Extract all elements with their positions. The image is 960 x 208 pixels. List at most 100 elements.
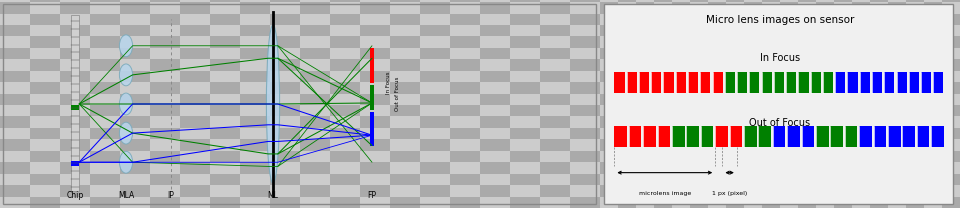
Bar xyxy=(690,25,708,36)
Bar xyxy=(888,139,906,151)
Bar xyxy=(672,71,690,82)
Bar xyxy=(690,116,708,128)
Bar xyxy=(924,59,942,71)
Bar xyxy=(600,94,618,105)
Bar xyxy=(240,185,270,197)
Bar xyxy=(420,2,450,14)
Bar xyxy=(906,139,924,151)
Bar xyxy=(816,36,834,48)
Bar xyxy=(708,14,726,25)
Bar xyxy=(390,48,420,59)
Bar xyxy=(300,162,330,174)
Bar xyxy=(540,197,570,208)
Bar xyxy=(420,59,450,71)
Bar xyxy=(180,25,210,36)
Bar xyxy=(672,2,690,14)
Bar xyxy=(802,126,814,147)
Bar xyxy=(774,72,784,93)
Bar xyxy=(240,14,270,25)
Bar xyxy=(726,174,744,185)
Bar xyxy=(480,25,510,36)
Bar xyxy=(654,185,672,197)
Bar xyxy=(600,151,630,162)
Bar xyxy=(690,48,708,59)
Bar xyxy=(90,25,120,36)
Bar xyxy=(888,162,906,174)
Bar xyxy=(690,105,708,116)
Bar xyxy=(60,25,90,36)
Bar xyxy=(942,197,960,208)
Bar xyxy=(30,105,60,116)
Bar xyxy=(726,151,744,162)
Bar xyxy=(924,0,942,2)
Bar xyxy=(420,36,450,48)
Bar xyxy=(450,174,480,185)
Bar xyxy=(210,151,240,162)
Bar xyxy=(570,82,600,94)
Bar xyxy=(0,48,30,59)
Bar xyxy=(906,128,924,139)
Bar xyxy=(798,48,816,59)
Bar xyxy=(480,162,510,174)
Bar xyxy=(834,2,852,14)
Bar xyxy=(798,197,816,208)
Bar xyxy=(480,14,510,25)
Ellipse shape xyxy=(119,93,132,115)
Bar xyxy=(120,197,150,208)
Bar xyxy=(330,2,360,14)
Bar xyxy=(906,82,924,94)
Bar xyxy=(618,48,636,59)
Bar xyxy=(240,71,270,82)
Bar xyxy=(330,197,360,208)
Bar xyxy=(371,48,373,83)
Bar xyxy=(300,82,330,94)
Bar xyxy=(210,14,240,25)
Bar xyxy=(600,139,630,151)
Bar xyxy=(150,71,180,82)
Bar xyxy=(150,185,180,197)
Bar xyxy=(120,185,150,197)
Text: Chip: Chip xyxy=(66,191,84,200)
Bar xyxy=(120,59,150,71)
Bar xyxy=(90,14,120,25)
Bar xyxy=(762,82,780,94)
Bar xyxy=(120,174,150,185)
Bar xyxy=(672,116,690,128)
Bar xyxy=(618,116,636,128)
Bar xyxy=(924,48,942,59)
Bar xyxy=(540,25,570,36)
Bar xyxy=(690,14,708,25)
Bar xyxy=(360,162,390,174)
Bar xyxy=(816,25,834,36)
Bar xyxy=(600,2,630,14)
Bar xyxy=(870,128,888,139)
Bar xyxy=(798,174,816,185)
Bar xyxy=(798,14,816,25)
Bar xyxy=(60,162,90,174)
Bar xyxy=(690,82,708,94)
Bar xyxy=(90,2,120,14)
Bar xyxy=(762,139,780,151)
Bar xyxy=(420,162,450,174)
Bar xyxy=(120,36,150,48)
Bar xyxy=(371,85,373,110)
Bar xyxy=(888,0,906,2)
Bar xyxy=(658,126,670,147)
Bar xyxy=(672,105,690,116)
Bar xyxy=(672,151,690,162)
Bar xyxy=(0,71,30,82)
Bar xyxy=(420,197,450,208)
Bar xyxy=(672,185,690,197)
Bar xyxy=(834,71,852,82)
Bar xyxy=(884,72,895,93)
Bar xyxy=(420,185,450,197)
Bar xyxy=(726,82,744,94)
Bar xyxy=(600,36,630,48)
Bar xyxy=(60,197,90,208)
Bar xyxy=(210,139,240,151)
Bar xyxy=(90,105,120,116)
Bar xyxy=(618,174,636,185)
Bar xyxy=(150,128,180,139)
Bar xyxy=(0,82,30,94)
Bar xyxy=(834,197,852,208)
